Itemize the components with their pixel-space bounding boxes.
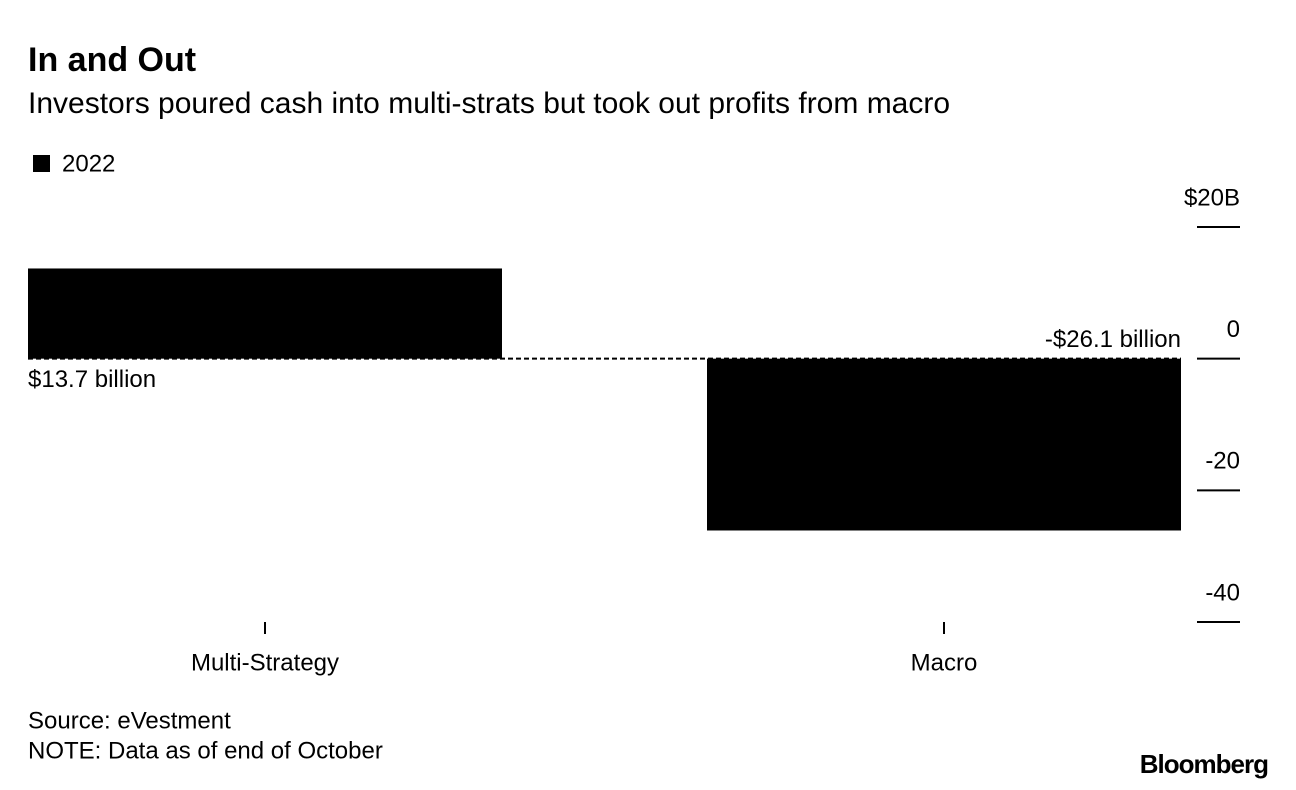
legend-swatch <box>33 155 50 172</box>
legend-label: 2022 <box>62 150 115 177</box>
x-tick-label: Multi-Strategy <box>191 649 339 676</box>
bar <box>707 358 1181 531</box>
x-tick-label: Macro <box>911 649 978 676</box>
value-label: $13.7 billion <box>28 366 156 393</box>
source: Source: eVestment <box>28 707 231 734</box>
y-tick-label: -20 <box>1205 448 1240 475</box>
bar <box>28 268 502 359</box>
chart-subtitle: Investors poured cash into multi-strats … <box>28 87 950 120</box>
y-tick-label: -40 <box>1205 579 1240 606</box>
y-tick-label: $20B <box>1184 184 1240 211</box>
y-tick-label: 0 <box>1227 316 1240 343</box>
brand-logo: Bloomberg <box>1140 749 1268 779</box>
note: NOTE: Data as of end of October <box>28 737 383 764</box>
value-label: -$26.1 billion <box>1045 326 1181 353</box>
chart-title: In and Out <box>28 41 196 79</box>
